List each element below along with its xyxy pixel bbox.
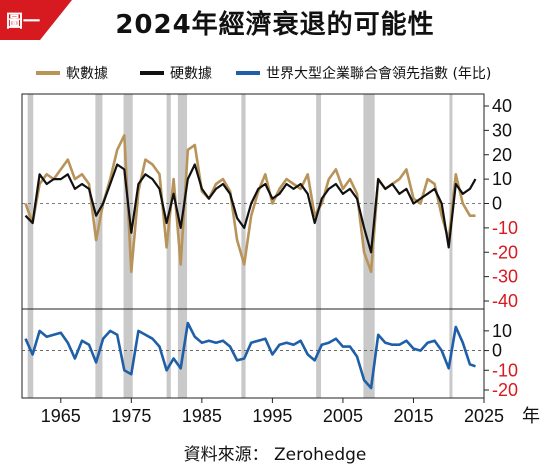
panels [21, 93, 485, 399]
recession-band [123, 94, 133, 398]
y-tick-label-upper: 20 [492, 145, 512, 165]
recession-band [166, 94, 171, 398]
y-axis-lower: 100-10-20 [484, 321, 518, 400]
plot-frame [21, 93, 485, 399]
legend-label-hard: 硬數據 [170, 66, 212, 82]
series-lines [24, 134, 477, 390]
x-tick-label: 1995 [252, 406, 292, 426]
recession-band [27, 94, 34, 398]
badge: 圖一 [0, 0, 72, 40]
x-tick-label: 1965 [41, 406, 81, 426]
x-tick-label: 2025 [464, 406, 504, 426]
y-tick-label-lower: -10 [492, 360, 518, 380]
recession-band [95, 94, 103, 398]
series-line-soft [24, 134, 476, 274]
y-tick-label-upper: 10 [492, 169, 512, 189]
y-axis-upper: 40 30 20 10 0 -10 -20 -30 -40 [484, 96, 518, 311]
y-tick-label-upper: 40 [492, 96, 512, 116]
recession-band [241, 94, 246, 398]
legend-label-lei: 世界大型企業聯合會領先指數 (年比) [266, 65, 491, 82]
series-line-lei [24, 321, 476, 390]
x-tick-label: 1975 [111, 406, 151, 426]
badge-shape [0, 0, 72, 40]
recession-band [449, 94, 453, 398]
x-axis-unit: 年 [522, 406, 540, 426]
legend-label-soft: 軟數據 [66, 66, 108, 82]
y-tick-label-upper: 0 [492, 194, 502, 214]
x-axis: 1965 1975 1985 1995 2005 2015 2025 年 [41, 398, 540, 426]
series-line-hard [24, 163, 477, 254]
chart-title: 2024年經濟衰退的可能性 [115, 10, 435, 40]
y-tick-label-lower: -20 [492, 380, 518, 400]
recession-band [316, 94, 322, 398]
y-tick-label-lower: 0 [492, 341, 502, 361]
y-tick-label-upper: -30 [492, 267, 518, 287]
y-tick-label-upper: 30 [492, 120, 512, 140]
legend: 軟數據 硬數據 世界大型企業聯合會領先指數 (年比) [36, 65, 491, 82]
source-note: 資料來源： Zerohedge [183, 445, 367, 465]
y-tick-label-upper: -40 [492, 291, 518, 311]
y-tick-label-upper: -20 [492, 242, 518, 262]
badge-label: 圖一 [6, 12, 40, 32]
y-tick-label-upper: -10 [492, 218, 518, 238]
x-tick-label: 1985 [182, 406, 222, 426]
x-tick-label: 2005 [323, 406, 363, 426]
y-tick-label-lower: 10 [492, 321, 512, 341]
x-tick-label: 2015 [393, 406, 433, 426]
